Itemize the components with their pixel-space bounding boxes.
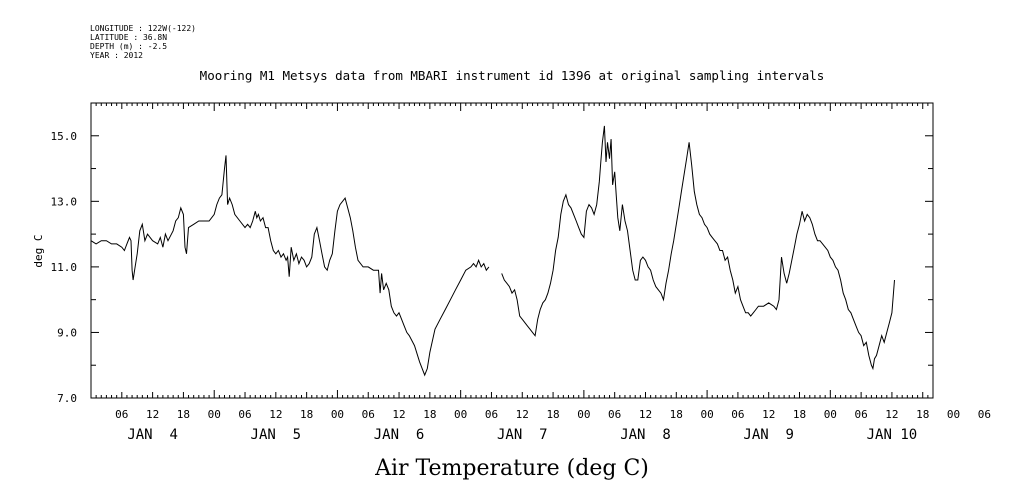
x-hour-tick-label: 06 xyxy=(608,408,621,421)
x-hour-tick-label: 12 xyxy=(762,408,775,421)
x-hour-tick-label: 18 xyxy=(546,408,559,421)
y-tick-label: 15.0 xyxy=(51,130,78,143)
x-hour-tick-label: 18 xyxy=(670,408,683,421)
series-line xyxy=(501,125,895,371)
x-hour-tick-label: 00 xyxy=(577,408,590,421)
x-day-label: JAN 4 xyxy=(127,427,178,443)
x-hour-tick-label: 06 xyxy=(978,408,991,421)
y-tick-labels: 7.0 9.0 11.0 13.0 15.0 xyxy=(51,130,78,405)
x-day-label: JAN 9 xyxy=(743,427,794,443)
x-hour-tick-label: 06 xyxy=(115,408,128,421)
latitude-label: LATITUDE : 36.8N xyxy=(90,33,167,42)
chart-title: Mooring M1 Metsys data from MBARI instru… xyxy=(200,68,825,83)
x-hour-tick-label: 00 xyxy=(454,408,467,421)
x-hour-tick-label: 18 xyxy=(423,408,436,421)
axis-ticks xyxy=(90,102,934,399)
x-hour-tick-label: 06 xyxy=(731,408,744,421)
y-tick-label: 13.0 xyxy=(51,195,78,208)
x-day-label: JAN 5 xyxy=(251,427,302,443)
series-line xyxy=(90,155,490,377)
x-hour-tick-label: 06 xyxy=(485,408,498,421)
x-hour-tick-label: 12 xyxy=(269,408,282,421)
x-hour-tick-label: 06 xyxy=(238,408,251,421)
y-axis-label: deg C xyxy=(32,234,45,267)
x-hour-tick-label: 00 xyxy=(208,408,221,421)
y-tick-label: 7.0 xyxy=(57,392,77,405)
x-hour-tick-label: 00 xyxy=(824,408,837,421)
x-hour-tick-label: 12 xyxy=(516,408,529,421)
x-hour-tick-label: 18 xyxy=(916,408,929,421)
year-label: YEAR : 2012 xyxy=(90,51,143,60)
y-tick-label: 9.0 xyxy=(57,326,77,339)
x-hour-tick-label: 12 xyxy=(392,408,405,421)
x-hour-tick-label: 00 xyxy=(947,408,960,421)
x-hour-tick-label: 18 xyxy=(793,408,806,421)
x-hour-tick-label: 06 xyxy=(854,408,867,421)
x-hour-tick-label: 18 xyxy=(300,408,313,421)
x-day-labels: JAN 4 JAN 5 JAN 6 JAN 7 JAN 8 JAN 9 JAN 10 xyxy=(127,427,917,443)
x-hour-tick-labels: 06 12 18 00 06 12 18 00 06 12 18 00 06 12 18 00 06 12 18 00… xyxy=(115,408,1009,421)
x-axis-label: Air Temperature (deg C) xyxy=(374,456,649,481)
longitude-label: LONGITUDE : 122W(-122) xyxy=(90,24,196,33)
x-hour-tick-label: 12 xyxy=(639,408,652,421)
x-hour-tick-label: 06 xyxy=(362,408,375,421)
x-day-label: JAN 8 xyxy=(620,427,671,443)
x-day-label: JAN 7 xyxy=(497,427,548,443)
x-day-label: JAN 10 xyxy=(867,427,918,443)
series-lines xyxy=(90,125,895,377)
depth-label: DEPTH (m) : -2.5 xyxy=(90,42,167,51)
y-tick-label: 11.0 xyxy=(51,261,78,274)
x-hour-tick-label: 00 xyxy=(700,408,713,421)
x-hour-tick-label: 12 xyxy=(146,408,159,421)
x-hour-tick-label: 12 xyxy=(885,408,898,421)
x-hour-tick-label: 00 xyxy=(331,408,344,421)
x-day-label: JAN 6 xyxy=(374,427,425,443)
x-hour-tick-label: 18 xyxy=(177,408,190,421)
plot-frame xyxy=(90,102,934,399)
